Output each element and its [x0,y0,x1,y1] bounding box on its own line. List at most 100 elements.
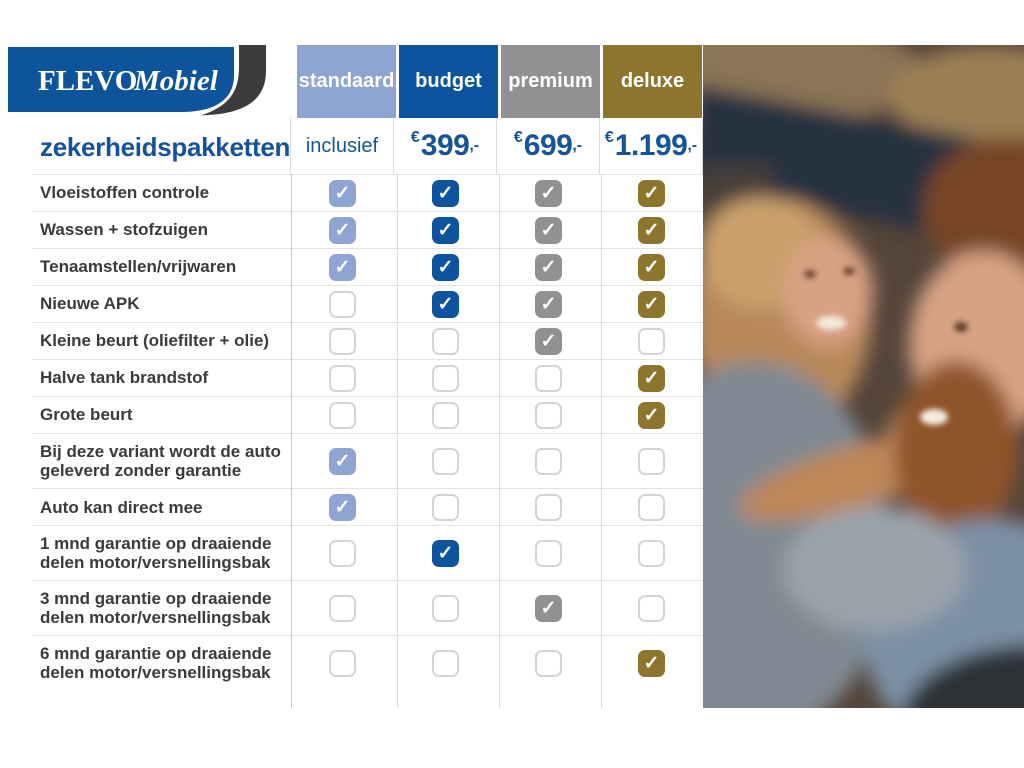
feature-row: Nieuwe APK ✓ ✓ ✓ [32,285,703,322]
check-cell-premium: ✓ [497,175,600,211]
feature-row: 1 mnd garantie op draaiende delen motor/… [32,525,703,580]
package-header-premium: premium [501,45,600,118]
unchecked-checkbox-icon [329,649,356,677]
couple-in-car-photo [703,45,1024,708]
unchecked-checkbox-icon [329,594,356,622]
check-cell-premium: ✓ [497,249,600,285]
check-cell-premium: ✓ [497,323,600,359]
feature-row: Vloeistoffen controle ✓ ✓ ✓ ✓ [32,174,703,211]
check-cell-standaard: ✓ [291,434,394,488]
check-cell-premium: ✓ [497,286,600,322]
checked-checkbox-icon: ✓ [535,594,562,622]
package-header-label: premium [508,70,593,92]
check-cell-standaard: ✓ [291,212,394,248]
check-cell-premium [497,397,600,433]
package-header-deluxe: deluxe [603,45,702,118]
unchecked-checkbox-icon [638,327,665,355]
price-amount: 1.199 [614,129,688,162]
price-amount: 699 [523,129,573,162]
checked-checkbox-icon: ✓ [329,253,356,281]
unchecked-checkbox-icon [432,447,459,475]
unchecked-checkbox-icon [329,539,356,567]
check-cell-standaard [291,526,394,580]
package-headers: standaard budget premium deluxe [297,45,702,118]
check-cell-premium [497,636,600,690]
price-suffix: ,- [687,137,698,154]
checked-checkbox-icon: ✓ [638,649,665,677]
checked-checkbox-icon: ✓ [535,216,562,244]
check-cell-deluxe [600,489,703,525]
brand-name-secondary: Mobiel [133,65,219,97]
checked-checkbox-icon: ✓ [535,179,562,207]
checked-checkbox-icon: ✓ [638,401,665,429]
grid-line-vertical [601,174,602,708]
unchecked-checkbox-icon [432,493,459,521]
package-header-label: deluxe [620,70,685,92]
unchecked-checkbox-icon [638,539,665,567]
grid-line-vertical [499,174,500,708]
check-cell-standaard: ✓ [291,175,394,211]
package-header-standaard: standaard [297,45,396,118]
check-cell-deluxe: ✓ [600,212,703,248]
check-cell-deluxe: ✓ [600,286,703,322]
check-cell-standaard: ✓ [291,489,394,525]
check-cell-deluxe [600,434,703,488]
price-amount: 399 [420,129,470,162]
price-suffix: ,- [572,137,583,154]
grid-line-vertical [291,174,292,708]
feature-label: Auto kan direct mee [40,497,203,517]
price-cell-deluxe: €1.199 ,- [599,118,703,174]
price-currency-symbol: € [410,129,420,146]
check-cell-standaard [291,636,394,690]
check-cell-premium [497,526,600,580]
unchecked-checkbox-icon [535,493,562,521]
check-cell-deluxe: ✓ [600,360,703,396]
check-cell-standaard: ✓ [291,249,394,285]
feature-label: Tenaamstellen/vrijwaren [40,257,237,277]
unchecked-checkbox-icon [638,447,665,475]
checked-checkbox-icon: ✓ [432,179,459,207]
unchecked-checkbox-icon [535,401,562,429]
brand-logo: FLEVO Mobiel [8,45,270,117]
check-cell-deluxe [600,526,703,580]
feature-row: Tenaamstellen/vrijwaren ✓ ✓ ✓ ✓ [32,248,703,285]
feature-row: 6 mnd garantie op draaiende delen motor/… [32,635,703,690]
check-cell-budget: ✓ [394,175,497,211]
feature-row: Wassen + stofzuigen ✓ ✓ ✓ ✓ [32,211,703,248]
check-cell-standaard [291,360,394,396]
checked-checkbox-icon: ✓ [432,216,459,244]
unchecked-checkbox-icon [535,364,562,392]
price-currency-symbol: € [604,129,614,146]
checked-checkbox-icon: ✓ [329,216,356,244]
check-cell-deluxe [600,323,703,359]
unchecked-checkbox-icon [432,327,459,355]
checked-checkbox-icon: ✓ [638,290,665,318]
check-cell-deluxe [600,581,703,635]
photo-graphic [703,45,1024,708]
check-cell-budget [394,581,497,635]
feature-row: Grote beurt ✓ [32,396,703,433]
check-cell-premium [497,434,600,488]
feature-label: 3 mnd garantie op draaiende delen motor/… [40,589,272,628]
feature-row: Auto kan direct mee ✓ [32,488,703,525]
check-cell-premium: ✓ [497,212,600,248]
package-header-label: budget [415,70,482,92]
feature-label: Nieuwe APK [40,294,140,314]
check-cell-budget: ✓ [394,212,497,248]
unchecked-checkbox-icon [535,649,562,677]
check-cell-deluxe: ✓ [600,636,703,690]
check-cell-budget [394,360,497,396]
check-cell-budget [394,397,497,433]
unchecked-checkbox-icon [432,649,459,677]
checked-checkbox-icon: ✓ [432,539,459,567]
price-currency-symbol: € [513,129,523,146]
unchecked-checkbox-icon [638,594,665,622]
unchecked-checkbox-icon [329,364,356,392]
feature-label: Halve tank brandstof [40,368,209,388]
unchecked-checkbox-icon [432,401,459,429]
unchecked-checkbox-icon [329,327,356,355]
feature-label: 1 mnd garantie op draaiende delen motor/… [40,534,272,573]
unchecked-checkbox-icon [432,364,459,392]
feature-label: Kleine beurt (oliefilter + olie) [40,331,270,351]
